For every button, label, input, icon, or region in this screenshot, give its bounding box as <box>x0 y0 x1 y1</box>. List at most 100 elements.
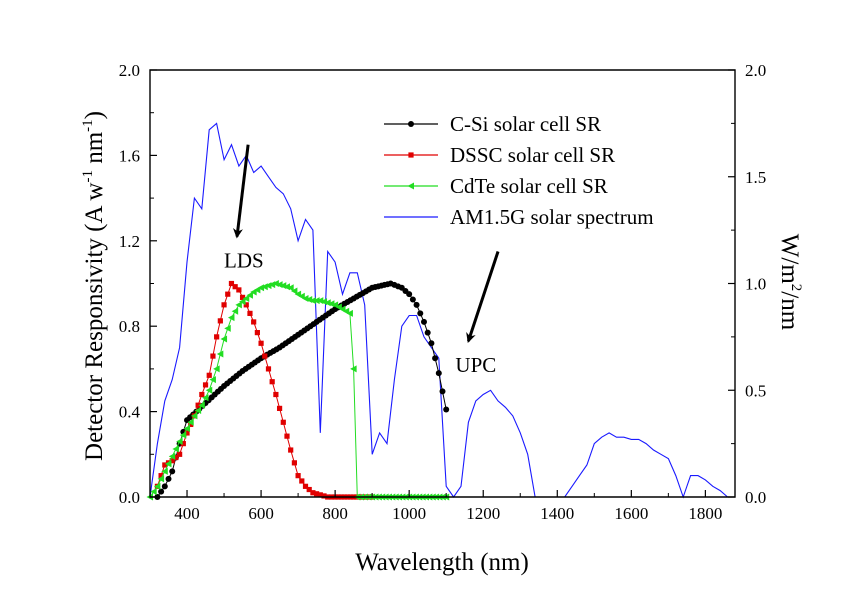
series-point <box>202 382 209 388</box>
x-tick-label: 1200 <box>466 504 500 523</box>
series-point <box>272 280 279 287</box>
y2-axis-title: W/m2/nm <box>776 234 804 331</box>
series-point <box>276 281 283 289</box>
series-point <box>269 379 275 385</box>
series-point <box>268 281 276 289</box>
series-point <box>187 418 194 426</box>
series-point <box>169 468 176 475</box>
series-point <box>239 298 246 306</box>
series-point <box>302 483 309 489</box>
series-point <box>210 353 216 359</box>
y-tick-label: 0.0 <box>119 488 140 507</box>
series-point <box>231 307 239 315</box>
series-point <box>173 454 179 461</box>
series-point <box>316 297 324 305</box>
series-line <box>156 282 447 498</box>
series-point <box>161 467 168 475</box>
series-point <box>195 402 201 408</box>
series-point <box>157 475 165 483</box>
series-point <box>279 282 287 290</box>
x-tick-label: 1600 <box>614 504 648 523</box>
annotation-label: LDS <box>224 249 264 273</box>
annotation-arrow <box>233 144 250 239</box>
legend-label: AM1.5G solar spectrum <box>450 205 654 229</box>
series-point <box>257 284 265 292</box>
series-point <box>228 280 235 287</box>
series-point <box>243 302 249 308</box>
series-point <box>283 283 290 291</box>
series-point <box>264 282 272 290</box>
series-point <box>158 488 165 495</box>
x-tick-label: 1800 <box>688 504 722 523</box>
legend-label: DSSC solar cell SR <box>450 143 615 167</box>
series-point <box>235 301 242 309</box>
x-axis-title: Wavelength (nm) <box>355 549 529 576</box>
plot-area: LDS UPC C-Si solar cell SR DSSC solar cell … <box>146 112 728 501</box>
series-point <box>299 478 305 484</box>
series-point <box>206 372 212 378</box>
series-point <box>254 330 260 336</box>
series-point <box>183 425 191 433</box>
series-point <box>276 405 283 411</box>
legend-item: C-Si solar cell SR <box>384 112 601 136</box>
x-tick-label: 400 <box>174 504 200 523</box>
series-point <box>169 458 175 464</box>
y-tick-label: 2.0 <box>119 61 140 80</box>
series-1 <box>154 280 375 500</box>
series-point <box>435 370 442 377</box>
series-point <box>220 335 228 343</box>
series-point <box>261 283 268 291</box>
series-point <box>291 460 297 466</box>
legend-label: CdTe solar cell SR <box>450 174 608 198</box>
annotation-lds: LDS <box>224 144 264 273</box>
series-point <box>162 462 168 468</box>
series-point <box>320 298 328 306</box>
y-tick-label: 1.6 <box>119 146 140 165</box>
series-point <box>242 294 250 302</box>
series-point <box>413 301 420 308</box>
series-point <box>417 310 424 317</box>
series-point <box>309 297 316 305</box>
series-point <box>150 488 157 496</box>
series-point <box>350 365 357 373</box>
series-point <box>432 355 439 362</box>
series-point <box>227 314 235 322</box>
series-point <box>346 309 353 317</box>
series-point <box>199 391 205 398</box>
annotation-upc: UPC <box>455 251 500 377</box>
legend-item: AM1.5G solar spectrum <box>384 205 654 229</box>
series-point <box>251 319 257 325</box>
series-point <box>177 451 183 457</box>
series-point <box>180 441 186 447</box>
series-point <box>198 401 205 409</box>
series-point <box>194 407 202 415</box>
series-point <box>428 340 435 347</box>
axes-frame <box>149 69 736 498</box>
y2-tick-label: 2.0 <box>745 61 766 80</box>
series-point <box>153 482 161 490</box>
series-point <box>214 334 220 340</box>
y2-tick-label: 1.0 <box>745 275 766 294</box>
annotation-label: UPC <box>455 353 496 377</box>
series-point <box>236 287 242 293</box>
x-tick-label: 600 <box>248 504 274 523</box>
series-point <box>184 430 190 436</box>
x-tick-label: 1000 <box>392 504 426 523</box>
series-point <box>327 300 335 308</box>
y-tick-label: 0.4 <box>119 403 141 422</box>
series-point <box>443 406 450 413</box>
legend-item: CdTe solar cell SR <box>384 174 608 198</box>
series-point <box>313 297 320 305</box>
x-tick-label: 1400 <box>540 504 574 523</box>
series-point <box>408 152 414 158</box>
series-point <box>317 492 323 498</box>
y2-tick-label: 0.5 <box>745 381 766 400</box>
series-point <box>258 340 264 346</box>
series-point <box>176 437 183 445</box>
series-point <box>179 431 187 439</box>
series-point <box>213 365 220 373</box>
series-point <box>168 452 176 460</box>
legend-item: DSSC solar cell SR <box>384 143 615 167</box>
series-point <box>262 353 268 359</box>
